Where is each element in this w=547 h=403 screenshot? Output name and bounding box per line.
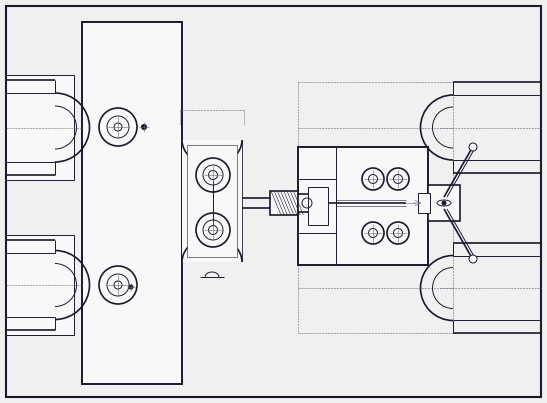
Circle shape — [142, 125, 147, 129]
Bar — [308, 187, 328, 225]
Circle shape — [442, 201, 446, 205]
Bar — [298, 194, 316, 212]
Bar — [182, 140, 242, 262]
Circle shape — [469, 143, 477, 151]
Bar — [6, 75, 74, 180]
Circle shape — [129, 285, 133, 289]
Bar — [298, 179, 336, 233]
Bar — [428, 185, 460, 221]
Ellipse shape — [437, 200, 451, 206]
Circle shape — [469, 255, 477, 263]
Bar — [298, 147, 428, 265]
Bar — [270, 191, 298, 215]
Bar — [6, 235, 74, 335]
Bar — [418, 193, 430, 213]
Bar — [187, 145, 237, 257]
Bar — [82, 22, 182, 384]
